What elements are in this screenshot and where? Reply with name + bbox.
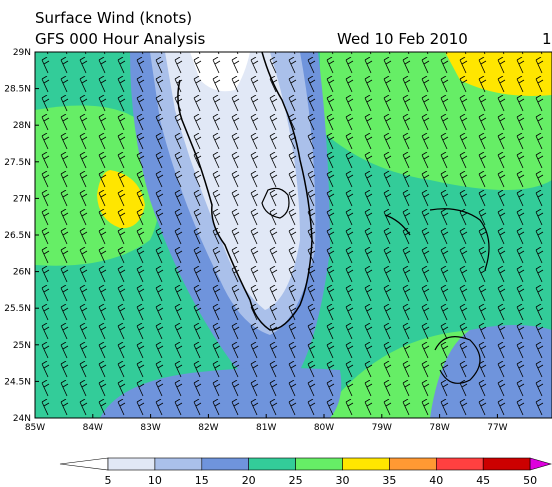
lat-label: 25N — [13, 341, 31, 351]
lon-label: 80W — [314, 423, 334, 433]
bahamas-coast — [384, 208, 490, 384]
colorbar-segment — [389, 457, 437, 471]
wind-barbs — [35, 52, 552, 418]
lat-label: 24N — [13, 414, 31, 424]
axis-labels: 29N 28.5N 28N 27.5N 27N 26.5N 26N 25.5N 25N 24.5N… — [4, 48, 507, 433]
colorbar-segment — [107, 457, 156, 471]
lat-label: 26N — [13, 268, 31, 278]
date: Wed 10 Feb 2010 — [337, 30, 468, 48]
colorbar-label: 15 — [195, 474, 209, 487]
colorbar-label: 50 — [523, 474, 537, 487]
colorbar: 5 10 15 20 25 30 35 40 45 50 — [59, 457, 552, 487]
map-field — [35, 52, 552, 418]
colorbar-segment — [248, 457, 296, 471]
lat-label: 26.5N — [4, 231, 31, 241]
colorbar-segment — [201, 457, 250, 471]
subtitle: GFS 000 Hour Analysis — [35, 30, 206, 48]
colorbar-segment — [342, 457, 390, 471]
colorbar-label: 20 — [242, 474, 256, 487]
lon-label: 79W — [372, 423, 392, 433]
lon-label: 85W — [25, 423, 45, 433]
colorbar-segment — [154, 457, 203, 471]
lon-label: 82W — [198, 423, 218, 433]
lon-label: 83W — [140, 423, 160, 433]
colorbar-segment — [295, 457, 343, 471]
colorbar-label: 35 — [382, 474, 396, 487]
colorbar-label: 10 — [148, 474, 162, 487]
lon-label: 84W — [83, 423, 103, 433]
time: 1 — [542, 30, 552, 48]
colorbar-segment — [435, 457, 484, 471]
lake-okeechobee — [261, 187, 290, 219]
colorbar-label: 30 — [336, 474, 350, 487]
lon-label: 78W — [429, 423, 449, 433]
lat-label: 25.5N — [4, 304, 31, 314]
colorbar-label: 25 — [289, 474, 303, 487]
lat-label: 27.5N — [4, 158, 31, 168]
colorbar-label: 5 — [105, 474, 112, 487]
lat-label: 27N — [13, 194, 31, 204]
colorbar-segment — [482, 457, 531, 471]
colorbar-label: 40 — [429, 474, 443, 487]
lon-label: 81W — [256, 423, 276, 433]
colorbar-left-end — [59, 457, 109, 471]
lat-label: 24.5N — [4, 377, 31, 387]
lat-label: 29N — [13, 48, 31, 58]
lat-label: 28.5N — [4, 85, 31, 95]
colorbar-right-end — [529, 457, 552, 471]
colorbar-label: 45 — [476, 474, 490, 487]
lat-label: 28N — [13, 121, 31, 131]
florida-coast — [177, 52, 313, 331]
lon-label: 77W — [487, 423, 507, 433]
title: Surface Wind (knots) — [35, 9, 192, 27]
